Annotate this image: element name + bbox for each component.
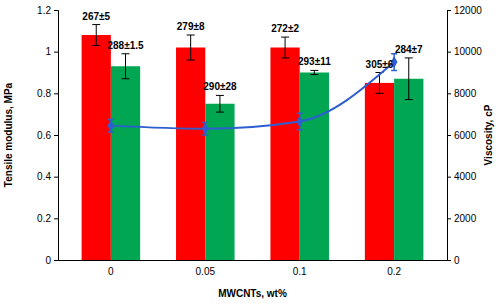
error-bar — [297, 113, 303, 130]
y-axis-title: Tensile modulus, MPa — [3, 82, 14, 187]
error-bar — [202, 123, 208, 136]
annotation: 267±5 — [82, 11, 110, 22]
tick-label: 2000 — [454, 213, 477, 224]
tick: 1.2 — [37, 5, 58, 16]
y2-axis-title: Viscosity, cP — [483, 104, 494, 165]
bar-series — [111, 54, 424, 260]
tick-label: 0.2 — [37, 213, 51, 224]
annotation: 279±8 — [177, 21, 205, 32]
tick: 0.8 — [37, 88, 58, 99]
bar-series — [82, 25, 395, 260]
tick-mark — [54, 260, 58, 261]
tick-label: 0.2 — [387, 266, 401, 277]
chart: 267±5 279±8 272±2 305±6 288±1.5 290±28 293±11 2… — [0, 0, 500, 307]
tick-label: 1 — [45, 46, 51, 57]
axis-line — [54, 11, 59, 261]
annotations: 267±5 279±8 272±2 305±6 288±1.5 290±28 293±11 2… — [82, 11, 423, 93]
annotation: 305±6 — [366, 59, 394, 70]
error-bar — [108, 119, 114, 132]
annotation: 284±7 — [395, 44, 423, 55]
marker — [202, 123, 209, 135]
error-bar — [122, 54, 130, 79]
tick: 1 — [45, 46, 58, 57]
bar — [176, 48, 205, 261]
bar — [365, 83, 394, 260]
tick-label: 0.4 — [37, 171, 51, 182]
error-bar — [187, 35, 195, 60]
y2-axis: 0 2000 4000 6000 8000 10000 12000 — [447, 5, 482, 266]
tick: 0 — [447, 255, 460, 266]
tick-mark — [447, 135, 451, 136]
tick-mark — [54, 177, 58, 178]
tick-label: 0 — [454, 255, 460, 266]
tick-mark — [447, 177, 451, 178]
tick: 6000 — [447, 130, 477, 141]
line-series — [107, 54, 397, 135]
tick-mark — [447, 218, 451, 219]
tick: 0.2 — [37, 213, 58, 224]
tick-mark — [447, 52, 451, 53]
tick: 0.1 — [293, 260, 307, 277]
tick-mark — [54, 93, 58, 94]
axis-line — [58, 260, 447, 261]
tick-label: 10000 — [454, 46, 482, 57]
tick: 0 — [108, 260, 114, 277]
annotation: 288±1.5 — [107, 40, 144, 51]
bar — [300, 73, 329, 261]
annotation: 272±2 — [271, 23, 299, 34]
tick: 8000 — [447, 88, 477, 99]
tick-label: 8000 — [454, 88, 477, 99]
tick-mark — [54, 218, 58, 219]
tick: 2000 — [447, 213, 477, 224]
tick-label: 4000 — [454, 171, 477, 182]
bar — [394, 79, 423, 260]
annotation: 293±11 — [298, 56, 331, 67]
tick-mark — [447, 260, 451, 261]
tick: 0.05 — [196, 260, 216, 277]
tick-label: 0 — [108, 266, 114, 277]
tick-label: 0.05 — [196, 266, 216, 277]
error-bar — [92, 25, 100, 46]
error-bar — [405, 58, 413, 100]
tick-mark — [447, 10, 451, 11]
tick: 0 — [45, 255, 58, 266]
tick: 4000 — [447, 171, 477, 182]
error-bar — [281, 37, 289, 58]
x-axis-title: MWCNTs, wt% — [218, 288, 287, 299]
error-bar — [310, 70, 318, 74]
tick: 12000 — [447, 5, 482, 16]
tick-mark — [54, 135, 58, 136]
bar — [82, 35, 111, 260]
line — [111, 62, 394, 129]
tick-label: 12000 — [454, 5, 482, 16]
marker — [107, 120, 114, 132]
bar — [111, 66, 140, 260]
tick-mark — [54, 10, 58, 11]
tick-label: 0.6 — [37, 130, 51, 141]
tick-label: 0 — [45, 255, 51, 266]
bar — [270, 48, 299, 261]
error-bar — [216, 95, 224, 112]
tick: 0.6 — [37, 130, 58, 141]
tick-label: 0.8 — [37, 88, 51, 99]
tick-mark — [447, 93, 451, 94]
bar — [205, 104, 234, 260]
y-axis: 0 0.2 0.4 0.6 0.8 1 1.2 — [37, 5, 58, 266]
tick: 0.4 — [37, 171, 58, 182]
plot-area — [82, 25, 424, 260]
tick-mark — [54, 52, 58, 53]
marker — [296, 116, 303, 128]
tick: 0.2 — [387, 260, 401, 277]
axis-line — [448, 11, 452, 261]
annotation: 290±28 — [203, 81, 237, 92]
tick-label: 6000 — [454, 130, 477, 141]
tick: 10000 — [447, 46, 482, 57]
tick-label: 1.2 — [37, 5, 51, 16]
tick-label: 0.1 — [293, 266, 307, 277]
x-axis: 0 0.05 0.1 0.2 — [58, 260, 447, 277]
